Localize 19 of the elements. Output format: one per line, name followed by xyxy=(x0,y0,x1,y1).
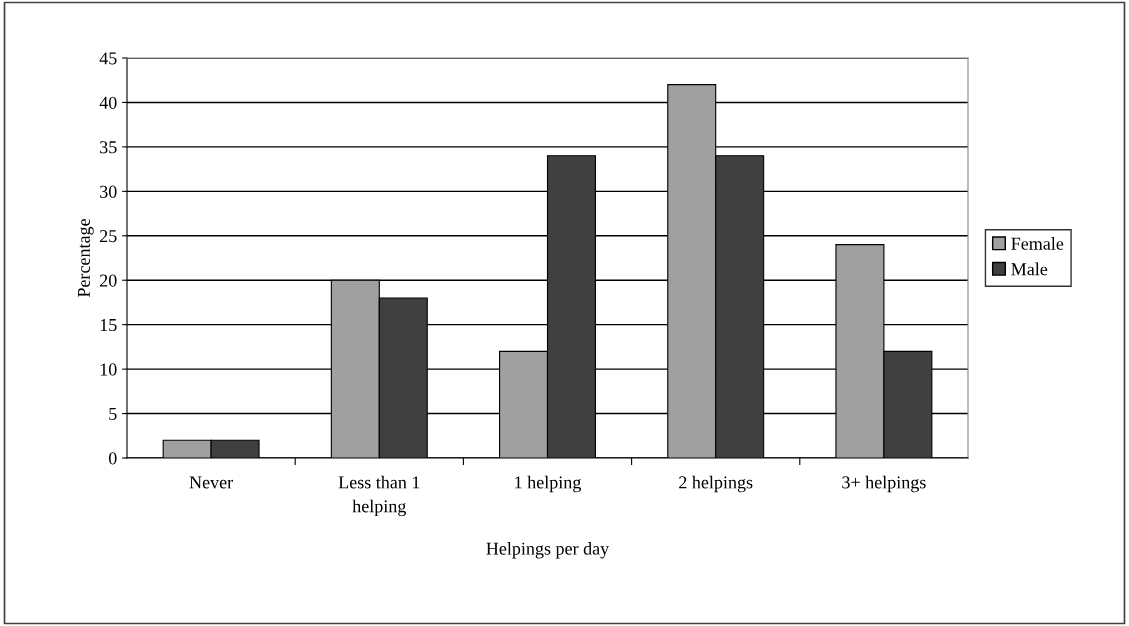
y-tick-label: 45 xyxy=(99,52,117,65)
y-tick-label: 15 xyxy=(100,319,117,332)
y-axis-title: Percentage xyxy=(77,219,94,298)
y-tick-label: 5 xyxy=(109,408,117,420)
y-tick-label: 40 xyxy=(99,96,117,109)
x-tick-label: 3+ helpings xyxy=(842,475,926,493)
legend-label: Male xyxy=(1011,262,1048,276)
x-tick-label: 2 helpings xyxy=(679,475,753,493)
y-tick-label: 10 xyxy=(100,363,117,376)
y-tick-label: 25 xyxy=(100,230,117,243)
x-axis-title: Helpings per day xyxy=(486,542,610,559)
y-tick-label: 20 xyxy=(100,274,117,287)
legend-label: Female xyxy=(1011,237,1064,250)
x-tick-label: Less than 1 helping xyxy=(338,475,420,517)
x-tick-label: Never xyxy=(189,476,233,489)
y-tick-label: 0 xyxy=(108,452,117,465)
x-tick-label: 1 helping xyxy=(515,475,582,493)
y-tick-label: 35 xyxy=(100,141,117,154)
y-tick-label: 30 xyxy=(100,185,117,198)
